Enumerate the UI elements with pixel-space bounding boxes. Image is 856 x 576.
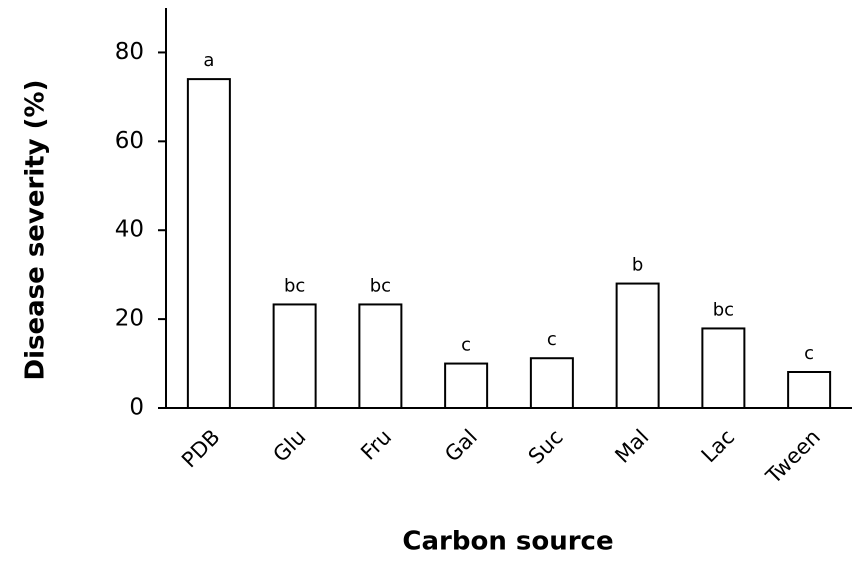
x-axis-title: Carbon source xyxy=(402,527,613,557)
bar xyxy=(615,282,660,409)
x-tick-label: Suc xyxy=(524,425,568,469)
y-axis-title: Disease severity (%) xyxy=(21,80,51,381)
bar xyxy=(529,357,574,410)
y-tick-label: 0 xyxy=(129,395,144,421)
significance-label: c xyxy=(804,343,814,364)
x-tick-label: Glu xyxy=(268,425,310,467)
significance-label: a xyxy=(203,50,214,71)
x-tick-label: Gal xyxy=(440,425,482,467)
significance-label: b xyxy=(632,255,643,276)
x-tick-label: Lac xyxy=(697,425,740,468)
x-tick-label: Fru xyxy=(356,425,396,465)
bar xyxy=(272,303,317,410)
significance-label: c xyxy=(547,329,557,350)
x-tick-label: Mal xyxy=(610,425,653,468)
significance-label: bc xyxy=(284,275,305,296)
significance-label: c xyxy=(461,335,471,356)
x-tick-label: PDB xyxy=(177,425,225,473)
significance-label: bc xyxy=(370,275,391,296)
y-tick-label: 60 xyxy=(115,128,144,154)
bar xyxy=(186,78,231,409)
bar xyxy=(701,327,746,410)
y-tick-label: 20 xyxy=(115,306,144,332)
y-tick-label: 80 xyxy=(115,39,144,65)
bar xyxy=(787,371,832,409)
y-tick-label: 40 xyxy=(115,217,144,243)
bar xyxy=(358,303,403,410)
bar xyxy=(444,362,489,409)
x-tick-label: Tween xyxy=(761,425,825,489)
significance-label: bc xyxy=(713,299,734,320)
